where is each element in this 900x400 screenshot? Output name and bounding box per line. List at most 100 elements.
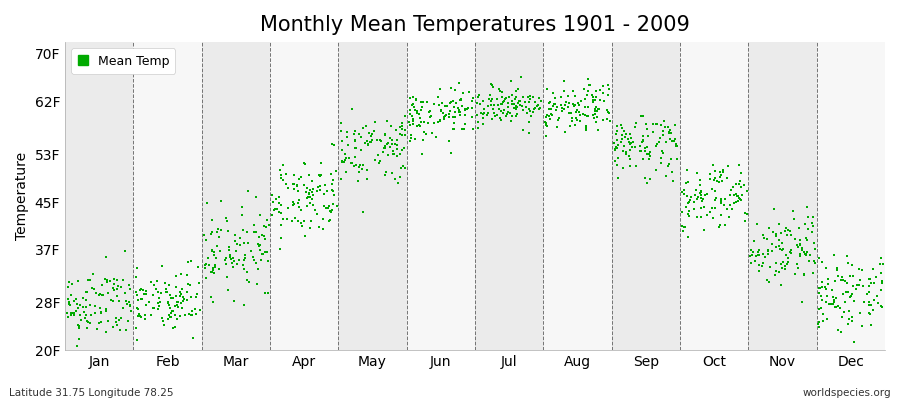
Point [475, 98, 490, 104]
Point [659, 173, 673, 179]
Point [592, 106, 607, 113]
Point [274, 210, 289, 216]
Point [798, 221, 813, 227]
Point [229, 248, 243, 254]
Point [825, 300, 840, 307]
Point [427, 100, 441, 107]
Point [449, 100, 464, 106]
Point [841, 320, 855, 327]
Point [367, 128, 382, 134]
Point [302, 172, 316, 178]
Point [268, 206, 283, 212]
Point [79, 289, 94, 295]
Point [447, 120, 462, 126]
Point [153, 299, 167, 305]
Point [580, 88, 595, 94]
Point [338, 157, 352, 163]
Point [339, 134, 354, 140]
Point [61, 283, 76, 290]
Point [130, 274, 144, 281]
Point [156, 318, 170, 324]
Point [112, 317, 126, 323]
Point [219, 214, 233, 221]
Point [615, 125, 629, 131]
Point [415, 104, 429, 110]
Point [734, 170, 748, 176]
Point [446, 114, 460, 120]
Point [77, 314, 92, 321]
Point [168, 302, 183, 309]
Point [578, 104, 592, 110]
Point [352, 131, 366, 138]
Point [241, 187, 256, 194]
Point [276, 162, 291, 168]
Point [454, 126, 469, 132]
Title: Monthly Mean Temperatures 1901 - 2009: Monthly Mean Temperatures 1901 - 2009 [260, 15, 690, 35]
Point [174, 291, 188, 297]
Point [279, 216, 293, 222]
Point [96, 292, 111, 298]
Point [258, 249, 273, 256]
Point [646, 121, 661, 127]
Point [136, 287, 150, 294]
Point [485, 82, 500, 88]
Point [429, 134, 444, 140]
Point [683, 197, 698, 204]
Point [312, 183, 327, 189]
Point [504, 78, 518, 84]
Point [876, 261, 890, 268]
Point [662, 160, 677, 167]
Bar [133, 42, 202, 350]
Point [845, 290, 859, 297]
Point [76, 304, 90, 310]
Point [743, 253, 758, 259]
Point [610, 137, 625, 143]
Point [724, 186, 738, 193]
Point [650, 121, 664, 128]
Point [178, 312, 193, 318]
Point [483, 102, 498, 108]
Point [668, 136, 682, 142]
Point [95, 282, 110, 288]
Point [390, 152, 404, 159]
Point [774, 261, 788, 267]
Point [619, 151, 634, 158]
Point [544, 106, 558, 112]
Point [875, 280, 889, 286]
Point [708, 188, 723, 194]
Point [812, 306, 826, 312]
Point [430, 119, 445, 125]
Point [122, 302, 137, 308]
Point [712, 178, 726, 185]
Point [287, 201, 302, 207]
Point [458, 106, 473, 112]
Point [448, 108, 463, 115]
Point [793, 237, 807, 244]
Point [274, 202, 288, 208]
Point [453, 108, 467, 115]
Point [116, 277, 130, 284]
Point [793, 242, 807, 249]
Point [184, 312, 199, 318]
Point [392, 130, 407, 137]
Point [736, 182, 751, 189]
Point [291, 200, 305, 206]
Point [255, 232, 269, 238]
Point [63, 311, 77, 317]
Point [299, 189, 313, 195]
Point [294, 223, 309, 229]
Point [656, 128, 670, 134]
Point [199, 260, 213, 267]
Point [558, 102, 572, 108]
Point [714, 172, 728, 179]
Point [765, 241, 779, 248]
Point [488, 113, 502, 119]
Point [515, 103, 529, 109]
Point [388, 141, 402, 147]
Point [434, 108, 448, 114]
Point [62, 299, 77, 306]
Point [471, 94, 485, 100]
Point [619, 130, 634, 137]
Point [544, 112, 559, 118]
Point [745, 252, 760, 258]
